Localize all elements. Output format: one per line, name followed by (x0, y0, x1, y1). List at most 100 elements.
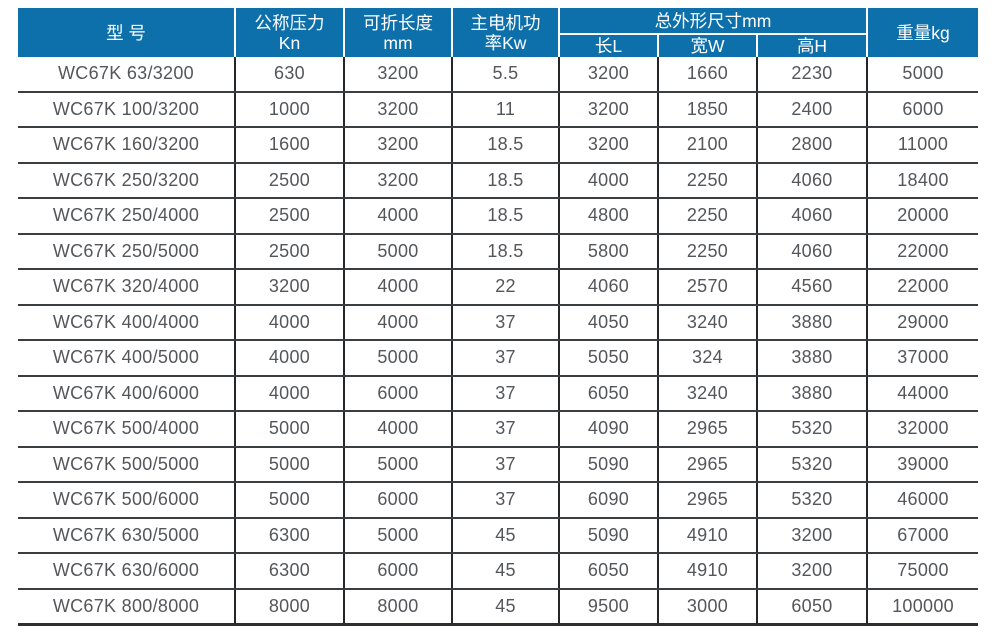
cell-motor-power: 18.5 (452, 127, 560, 164)
cell-weight: 67000 (867, 517, 979, 554)
cell-motor-power: 5.5 (452, 57, 560, 93)
cell-dim-height: 2800 (757, 127, 869, 164)
table-row: WC67K 630/6000 6300 6000 45 6050 4910 32… (18, 553, 979, 590)
cell-dim-length: 6090 (559, 482, 659, 519)
cell-weight: 39000 (867, 446, 979, 483)
cell-dim-length: 5090 (559, 446, 659, 483)
cell-dim-width: 3240 (658, 375, 758, 412)
cell-model: WC67K 250/3200 (18, 162, 236, 199)
cell-model: WC67K 500/4000 (18, 411, 236, 448)
cell-dim-height: 3880 (757, 304, 869, 341)
header-model-label: 型 号 (106, 22, 146, 43)
cell-weight: 29000 (867, 304, 979, 341)
cell-dim-width: 3240 (658, 304, 758, 341)
header-fold-length-line2: mm (383, 32, 413, 53)
cell-weight: 32000 (867, 411, 979, 448)
table-row: WC67K 100/3200 1000 3200 11 3200 1850 24… (18, 91, 979, 128)
header-dim-width: 宽W (657, 34, 757, 57)
cell-nominal-pressure: 2500 (235, 162, 345, 199)
header-fold-length-line1: 可折长度 (363, 12, 433, 33)
cell-dim-height: 4060 (757, 233, 869, 270)
table-row: WC67K 500/4000 5000 4000 37 4090 2965 53… (18, 411, 979, 448)
cell-dim-height: 2230 (757, 57, 869, 93)
cell-nominal-pressure: 630 (235, 57, 345, 93)
cell-weight: 5000 (867, 57, 979, 93)
cell-motor-power: 18.5 (452, 233, 560, 270)
cell-model: WC67K 630/5000 (18, 517, 236, 554)
cell-dim-height: 6050 (757, 588, 869, 626)
cell-dim-width: 1660 (658, 57, 758, 93)
cell-model: WC67K 400/4000 (18, 304, 236, 341)
header-dim-height-label: 高H (796, 36, 828, 56)
cell-motor-power: 37 (452, 411, 560, 448)
cell-dim-height: 4060 (757, 198, 869, 235)
cell-nominal-pressure: 6300 (235, 517, 345, 554)
table-row: WC67K 400/6000 4000 6000 37 6050 3240 38… (18, 375, 979, 412)
cell-dim-height: 5320 (757, 446, 869, 483)
cell-model: WC67K 250/4000 (18, 198, 236, 235)
cell-model: WC67K 160/3200 (18, 127, 236, 164)
table-row: WC67K 250/5000 2500 5000 18.5 5800 2250 … (18, 233, 979, 270)
cell-weight: 18400 (867, 162, 979, 199)
table-row: WC67K 400/4000 4000 4000 37 4050 3240 38… (18, 304, 979, 341)
table-row: WC67K 63/3200 630 3200 5.5 3200 1660 223… (18, 57, 979, 93)
header-overall-dimensions: 总外形尺寸mm (557, 8, 868, 35)
cell-nominal-pressure: 5000 (235, 411, 345, 448)
header-weight-label: 重量kg (896, 22, 950, 43)
cell-dim-length: 3200 (559, 127, 659, 164)
cell-nominal-pressure: 4000 (235, 340, 345, 377)
cell-model: WC67K 320/4000 (18, 269, 236, 306)
cell-motor-power: 37 (452, 304, 560, 341)
cell-dim-width: 1850 (658, 91, 758, 128)
header-motor-power: 主电机功 率Kw (451, 8, 559, 57)
cell-fold-length: 5000 (344, 446, 453, 483)
cell-weight: 22000 (867, 269, 979, 306)
header-dim-length: 长L (558, 34, 658, 57)
cell-motor-power: 37 (452, 340, 560, 377)
cell-dim-length: 4050 (559, 304, 659, 341)
cell-nominal-pressure: 4000 (235, 304, 345, 341)
cell-dim-height: 5320 (757, 411, 869, 448)
header-nominal-pressure-line1: 公称压力 (254, 12, 325, 33)
cell-dim-height: 3200 (757, 517, 869, 554)
cell-nominal-pressure: 2500 (235, 198, 345, 235)
cell-dim-width: 2965 (658, 446, 758, 483)
cell-weight: 75000 (867, 553, 979, 590)
header-dim-length-label: 长L (594, 36, 623, 56)
cell-dim-height: 5320 (757, 482, 869, 519)
cell-dim-length: 3200 (559, 91, 659, 128)
header-dim-width-label: 宽W (690, 36, 725, 56)
cell-dim-width: 4910 (658, 517, 758, 554)
cell-fold-length: 3200 (344, 162, 453, 199)
cell-dim-width: 2965 (658, 411, 758, 448)
cell-nominal-pressure: 5000 (235, 446, 345, 483)
cell-model: WC67K 800/8000 (18, 588, 236, 626)
spec-table: 型 号 公称压力 Kn 可折长度 mm 主电机功 率Kw 总外形尺寸mm (18, 8, 979, 626)
cell-motor-power: 11 (452, 91, 560, 128)
cell-dim-length: 4060 (559, 269, 659, 306)
cell-dim-length: 3200 (559, 57, 659, 93)
header-overall-dimensions-label: 总外形尺寸mm (654, 10, 772, 31)
header-motor-power-line1: 主电机功 (470, 12, 541, 33)
cell-fold-length: 3200 (344, 127, 453, 164)
cell-weight: 20000 (867, 198, 979, 235)
cell-dim-width: 2250 (658, 198, 758, 235)
cell-model: WC67K 400/5000 (18, 340, 236, 377)
cell-dim-height: 4060 (757, 162, 869, 199)
cell-motor-power: 37 (452, 446, 560, 483)
cell-motor-power: 45 (452, 517, 560, 554)
cell-dim-width: 2100 (658, 127, 758, 164)
cell-fold-length: 3200 (344, 91, 453, 128)
cell-nominal-pressure: 3200 (235, 269, 345, 306)
cell-motor-power: 45 (452, 588, 560, 626)
cell-dim-height: 3880 (757, 340, 869, 377)
cell-nominal-pressure: 2500 (235, 233, 345, 270)
cell-dim-width: 2250 (658, 162, 758, 199)
cell-dim-length: 9500 (559, 588, 659, 626)
cell-dim-length: 4800 (559, 198, 659, 235)
cell-fold-length: 6000 (344, 482, 453, 519)
table-row: WC67K 400/5000 4000 5000 37 5050 324 388… (18, 340, 979, 377)
cell-nominal-pressure: 1000 (235, 91, 345, 128)
cell-motor-power: 18.5 (452, 162, 560, 199)
